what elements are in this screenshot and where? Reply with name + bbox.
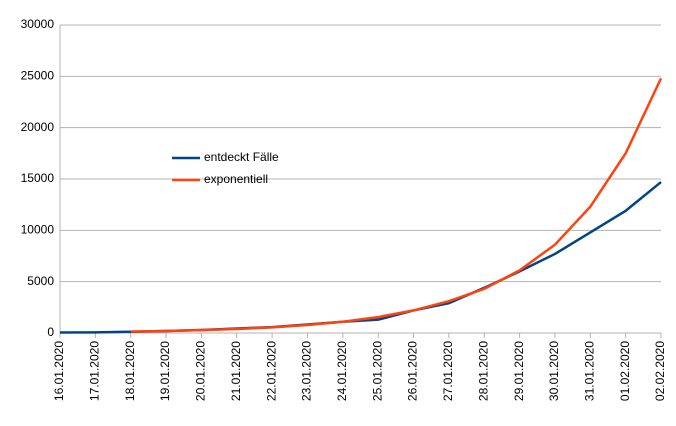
x-tick-label: 21.01.2020: [229, 341, 243, 401]
x-tick-label: 02.02.2020: [653, 341, 667, 401]
y-tick-label: 5000: [27, 274, 54, 288]
y-tick-label: 25000: [21, 69, 55, 83]
x-tick-label: 23.01.2020: [300, 341, 314, 401]
series-line: [130, 77, 663, 333]
y-tick-label: 20000: [21, 120, 55, 134]
x-tick-label: 31.01.2020: [582, 341, 596, 401]
x-tick-label: 17.01.2020: [88, 341, 102, 401]
x-tick-label: 18.01.2020: [123, 341, 137, 401]
x-tick-label: 27.01.2020: [441, 341, 455, 401]
x-tick-label: 20.01.2020: [194, 341, 208, 401]
x-tick-label: 01.02.2020: [618, 341, 632, 401]
x-tick-label: 28.01.2020: [476, 341, 490, 401]
x-tick-label: 19.01.2020: [158, 341, 172, 401]
y-tick-label: 30000: [21, 17, 55, 31]
x-tick-label: 29.01.2020: [512, 341, 526, 401]
y-tick-label: 10000: [21, 223, 55, 237]
x-tick-label: 24.01.2020: [335, 341, 349, 401]
y-tick-label: 0: [47, 325, 54, 339]
legend-label: entdeckt Fälle: [204, 150, 279, 164]
x-tick-label: 25.01.2020: [370, 341, 384, 401]
x-tick-label: 22.01.2020: [264, 341, 278, 401]
y-tick-label: 15000: [21, 171, 55, 185]
x-tick-label: 26.01.2020: [406, 341, 420, 401]
x-tick-label: 16.01.2020: [52, 341, 66, 401]
legend-label: exponentiell: [204, 172, 268, 186]
x-tick-label: 30.01.2020: [547, 341, 561, 401]
